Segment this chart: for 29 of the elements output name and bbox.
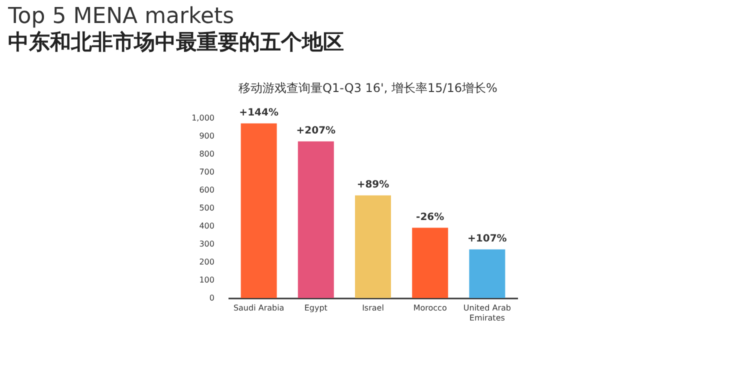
y-tick-label: 400 [199, 222, 214, 230]
annotation: -26% [416, 212, 444, 223]
x-tick-label: United Arab Emirates [463, 304, 511, 322]
chart-subtitle: 中东和北非市场中最重要的五个地区 [8, 30, 344, 54]
y-tick-label: 300 [199, 240, 214, 248]
x-tick-label: Egypt [304, 304, 328, 312]
y-tick-label: 200 [199, 258, 214, 266]
x-tick-label: Morocco [413, 304, 447, 312]
bar [412, 228, 448, 298]
annotation: +144% [239, 107, 278, 118]
chart-title: Top 5 MENA markets [7, 4, 234, 29]
annotation: +107% [468, 233, 507, 244]
text: 移动游戏查询量Q1-Q3 16', 增长率15/16增长% [238, 81, 498, 95]
y-tick-label: 600 [199, 186, 214, 194]
y-tick-label: 900 [199, 132, 214, 140]
annotation: +207% [296, 125, 336, 136]
y-tick-label: 700 [199, 168, 214, 176]
bar [355, 195, 391, 298]
y-tick-label: 100 [199, 276, 214, 284]
bar [240, 123, 277, 298]
x-tick-label: Saudi Arabia [233, 304, 284, 312]
y-tick-label: 800 [199, 150, 214, 158]
annotation: +89% [356, 179, 390, 190]
y-tick-label: 1,000 [192, 114, 214, 122]
x-tick-label: Israel [362, 304, 384, 312]
y-tick-label: 500 [199, 204, 214, 212]
y-tick-label: 0 [209, 294, 214, 302]
bar [298, 141, 334, 298]
bar [469, 249, 506, 298]
